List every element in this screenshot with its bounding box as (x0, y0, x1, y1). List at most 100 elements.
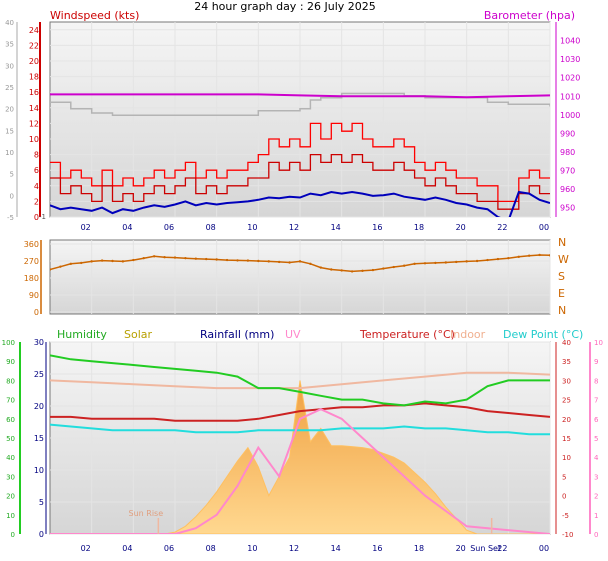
compass-label: N (558, 236, 566, 249)
temperature-tick: 40 (562, 339, 571, 347)
uv-tick: 7 (594, 397, 598, 405)
wind-left-tick: 24 (29, 26, 39, 35)
direction-point (100, 259, 104, 262)
direction-point (173, 256, 177, 259)
legend-entry: Temperature (°C) (359, 328, 455, 341)
direction-point (319, 266, 323, 269)
wind-left-tick: 12 (29, 119, 39, 128)
direction-point (434, 261, 437, 265)
multi-x-tick: 20 (456, 544, 466, 553)
direction-point (184, 256, 187, 260)
compass-label: E (558, 287, 565, 300)
multi-panel: 0510152025300102030405060708090100-10-50… (2, 328, 603, 553)
gray-axis-tick: 0 (10, 192, 14, 200)
multi-x-tick: 00 (539, 544, 549, 553)
direction-point (465, 260, 468, 263)
direction-point (90, 260, 93, 263)
direction-point (69, 262, 73, 266)
humidity-tick: 70 (6, 397, 15, 405)
uv-line (50, 408, 550, 534)
multi-x-tick: 12 (289, 544, 299, 553)
direction-point (413, 262, 416, 266)
humidity-tick: 80 (6, 377, 15, 385)
legend-entry: Rainfall (mm) (200, 328, 274, 341)
direction-point (59, 265, 62, 268)
uv-tick: 10 (594, 339, 603, 347)
wind-left-tick: 6 (34, 166, 39, 175)
rain-tick: 20 (34, 402, 44, 411)
direction-point (267, 260, 270, 263)
direction-point (361, 269, 364, 273)
temperature-tick: 35 (562, 358, 571, 366)
temperature-tick: -10 (562, 531, 573, 539)
legend-entry: Dew Point (°C) (503, 328, 583, 341)
direction-point (486, 258, 489, 262)
multi-x-tick: 18 (414, 544, 424, 553)
direction-point (548, 254, 550, 257)
barometer-tick: 1030 (560, 55, 580, 64)
wind-left-tick: 20 (29, 57, 39, 66)
direction-point (423, 262, 427, 265)
direction-point (246, 259, 250, 262)
compass-label: W (558, 253, 569, 266)
wind-x-tick: 02 (81, 223, 91, 232)
direction-point (517, 255, 520, 259)
gray-axis-tick: 35 (5, 41, 14, 49)
uv-tick: 5 (594, 435, 598, 443)
direction-point (496, 257, 500, 261)
direction-point (298, 260, 302, 263)
direction-point (121, 260, 125, 263)
multi-x-tick: 08 (206, 544, 216, 553)
barometer-tick: 1000 (560, 111, 580, 120)
gray-axis-tick: 40 (5, 19, 14, 27)
direction-point (277, 260, 281, 264)
direction-point (288, 261, 291, 264)
uv-tick: 9 (594, 358, 598, 366)
direction-point (309, 262, 312, 266)
direction-point (340, 269, 343, 272)
rain-tick: 15 (34, 434, 44, 443)
humidity-line (50, 354, 550, 407)
temperature-tick: 30 (562, 377, 571, 385)
compass-label: S (558, 270, 565, 283)
temperature-tick: 10 (562, 454, 571, 462)
uv-tick: 8 (594, 377, 598, 385)
uv-tick: 1 (594, 512, 598, 520)
legend-entry: Humidity (57, 328, 107, 341)
direction-point (215, 258, 218, 261)
temperature-tick: -5 (562, 512, 569, 520)
direction-point (392, 265, 395, 269)
gray-axis-tick: 5 (10, 171, 14, 179)
multi-x-tick: 14 (331, 544, 341, 553)
gray-axis-tick: 10 (5, 149, 14, 157)
wind-x-tick: 04 (122, 223, 132, 232)
legend-entry: UV (285, 328, 301, 341)
barometer-line (50, 93, 550, 99)
direction-point (257, 259, 260, 263)
wind-left-tick: 16 (29, 88, 39, 97)
uv-tick: 4 (594, 454, 599, 462)
barometer-tick: 950 (560, 204, 575, 213)
barometer-tick: 970 (560, 167, 575, 176)
rain-tick: 10 (34, 466, 44, 475)
direction-point (132, 258, 135, 262)
barometer-axis-label: Barometer (hpa) (484, 9, 575, 22)
wind-x-tick: 20 (456, 223, 466, 232)
gust-line (50, 122, 550, 203)
barometer-tick: 1020 (560, 74, 580, 83)
multi-x-tick: 16 (372, 544, 382, 553)
direction-point (111, 259, 114, 263)
wind-left-tick: 14 (29, 104, 39, 113)
gray-axis-tick: 15 (5, 127, 14, 135)
wind-left-tick: 22 (29, 41, 39, 50)
humidity-tick: 20 (6, 493, 15, 501)
humidity-tick: 50 (6, 435, 15, 443)
humidity-tick: 100 (2, 339, 15, 347)
windspeed-line (50, 153, 550, 210)
humidity-tick: 10 (6, 512, 15, 520)
direction-point (444, 261, 448, 264)
uv-tick: 6 (594, 416, 599, 424)
direction-point (50, 268, 52, 271)
humidity-tick: 40 (6, 454, 15, 462)
rain-tick: 30 (34, 338, 44, 347)
